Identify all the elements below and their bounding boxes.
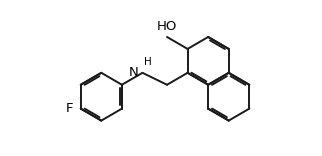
Text: H: H <box>144 57 151 67</box>
Text: HO: HO <box>157 20 177 33</box>
Text: F: F <box>66 102 73 115</box>
Text: N: N <box>128 66 138 79</box>
